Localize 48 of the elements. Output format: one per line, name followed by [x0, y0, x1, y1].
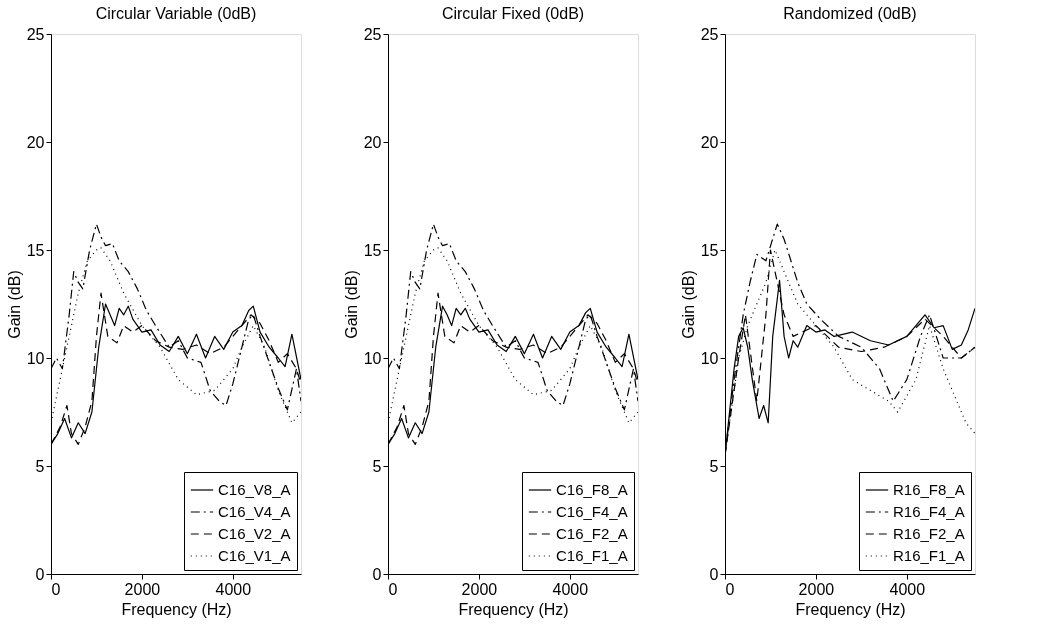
x-tick-label: 0 — [388, 580, 398, 598]
y-tick-label: 20 — [700, 133, 719, 151]
y-tick-label: 20 — [26, 133, 45, 151]
chart-title: Circular Variable (0dB) — [95, 5, 257, 22]
y-tick-label: 0 — [35, 565, 45, 583]
legend-label: C16_F1_A — [556, 547, 628, 564]
y-tick-label: 10 — [700, 349, 719, 367]
y-tick-label: 5 — [709, 457, 719, 475]
y-tick-label: 25 — [26, 25, 45, 43]
x-tick-label: 4000 — [889, 580, 926, 598]
chart-title: Randomized (0dB) — [783, 5, 917, 22]
x-axis-title: Frequency (Hz) — [458, 600, 569, 618]
legend-label: R16_F2_A — [893, 525, 965, 542]
y-axis-title: Gain (dB) — [342, 270, 360, 339]
x-tick-label: 2000 — [124, 580, 161, 598]
y-axis-title: Gain (dB) — [5, 270, 23, 339]
x-axis-title: Frequency (Hz) — [795, 600, 906, 618]
x-tick-label: 4000 — [215, 580, 252, 598]
legend-label: C16_F8_A — [556, 481, 628, 498]
legend-label: R16_F4_A — [893, 503, 965, 520]
legend-label: R16_F1_A — [893, 547, 965, 564]
y-axis-title: Gain (dB) — [679, 270, 697, 339]
y-tick-label: 25 — [363, 25, 382, 43]
x-tick-label: 4000 — [552, 580, 589, 598]
y-tick-label: 20 — [363, 133, 382, 151]
y-tick-label: 15 — [363, 241, 382, 259]
x-axis-title: Frequency (Hz) — [121, 600, 232, 618]
y-tick-label: 5 — [35, 457, 45, 475]
legend-label: C16_V2_A — [218, 525, 291, 542]
y-tick-label: 0 — [372, 565, 382, 583]
x-tick-label: 2000 — [798, 580, 835, 598]
y-tick-label: 5 — [372, 457, 382, 475]
y-tick-label: 10 — [26, 349, 45, 367]
y-tick-label: 10 — [363, 349, 382, 367]
y-tick-label: 0 — [709, 565, 719, 583]
y-tick-label: 25 — [700, 25, 719, 43]
legend-label: C16_F4_A — [556, 503, 628, 520]
legend-label: R16_F8_A — [893, 481, 965, 498]
legend-label: C16_V8_A — [218, 481, 291, 498]
x-tick-label: 2000 — [461, 580, 498, 598]
y-tick-label: 15 — [26, 241, 45, 259]
legend-label: C16_F2_A — [556, 525, 628, 542]
chart-title: Circular Fixed (0dB) — [441, 5, 585, 22]
x-tick-label: 0 — [51, 580, 61, 598]
legend-label: C16_V4_A — [218, 503, 291, 520]
y-tick-label: 15 — [700, 241, 719, 259]
legend-label: C16_V1_A — [218, 547, 291, 564]
x-tick-label: 0 — [725, 580, 735, 598]
